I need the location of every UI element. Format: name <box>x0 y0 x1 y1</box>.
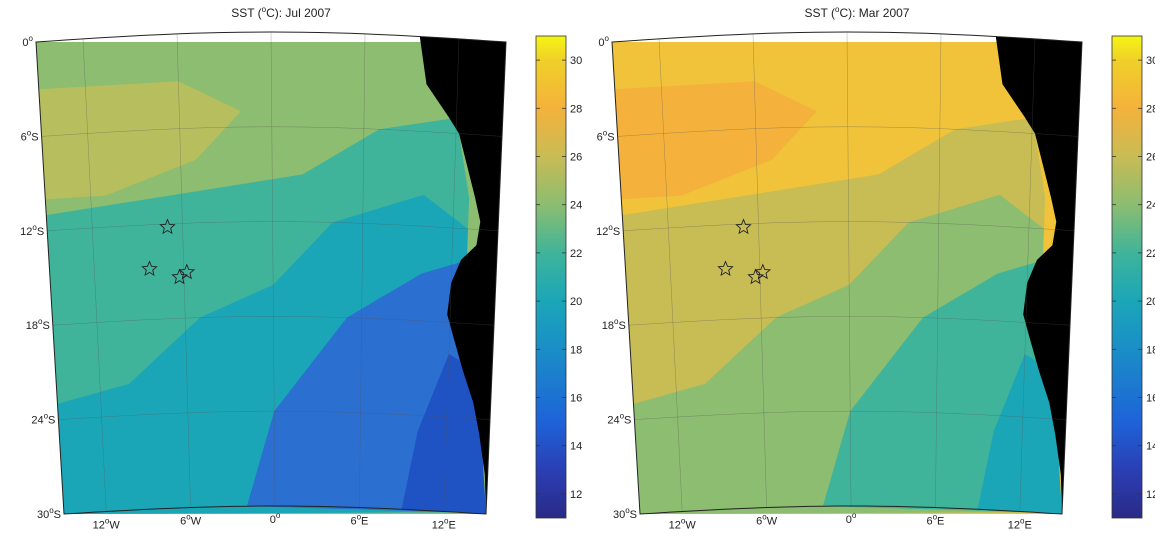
lat-label: 6oS <box>21 128 39 143</box>
lat-label: 6oS <box>597 128 615 143</box>
lon-label: 12oW <box>669 517 697 532</box>
lat-label: 0o <box>22 34 33 49</box>
land-mass <box>995 36 1082 514</box>
lon-labels: 12oW 6oW 0o 6oE 12oE <box>669 511 1032 532</box>
map-panel-jul: SST (oC): Jul 2007 0o 6oS 12oS 18oS 24oS 30oS… <box>20 5 582 532</box>
colorbar-tick-label: 14 <box>570 441 582 453</box>
map-frame <box>35 31 507 515</box>
sst-region-coldest <box>401 354 486 514</box>
colorbar-tick-label: 16 <box>1146 393 1155 405</box>
gridline-lon <box>270 31 276 507</box>
colorbar-tick-label: 16 <box>570 393 582 405</box>
station-star-marker <box>754 263 772 280</box>
colorbar-tick-label: 12 <box>1146 489 1155 501</box>
colorbar-tick-label: 20 <box>1146 296 1155 308</box>
colorbar-tick-label: 14 <box>1146 441 1155 453</box>
lon-label: 0o <box>270 511 281 526</box>
colorbar-tick-label: 22 <box>570 248 582 260</box>
map-body <box>35 31 507 515</box>
colorbar-tick-label: 20 <box>570 296 582 308</box>
map-body <box>611 31 1083 515</box>
gridline-lon <box>443 38 460 512</box>
lat-labels: 0o 6oS 12oS 18oS 24oS 30oS <box>20 34 61 521</box>
lon-label: 12oE <box>432 517 456 532</box>
lat-label: 30oS <box>613 506 637 521</box>
gridline-lon <box>752 33 767 508</box>
station-star-marker <box>171 268 188 285</box>
sst-region-cold <box>246 260 467 513</box>
colorbar-scale <box>535 35 567 519</box>
gridline-lon <box>1019 38 1036 512</box>
lat-label: 12oS <box>596 223 620 238</box>
lat-label: 24oS <box>31 412 55 427</box>
colorbar: 12 14 16 18 20 22 24 26 28 30 <box>535 35 582 519</box>
lon-label: 6oW <box>180 513 202 528</box>
colorbar-tick-label: 30 <box>570 55 582 67</box>
lat-labels: 0o 6oS 12oS 18oS 24oS 30oS <box>596 34 637 521</box>
colorbar-tick-label: 26 <box>1146 152 1155 164</box>
station-star-marker <box>178 263 196 280</box>
colorbar-scale <box>1111 35 1143 519</box>
station-star-marker <box>717 260 734 277</box>
colorbar-tick-label: 28 <box>570 103 582 115</box>
map-title: SST (oC): Jul 2007 <box>231 5 331 20</box>
station-star-marker <box>141 260 158 277</box>
colorbar-tick-label: 18 <box>570 344 582 356</box>
lat-label: 12oS <box>20 223 44 238</box>
colorbar-tick-label: 22 <box>1146 248 1155 260</box>
lat-label: 24oS <box>607 412 631 427</box>
colorbar: 12 14 16 18 20 22 24 26 28 30 <box>1111 35 1155 519</box>
gridline-lon <box>846 31 852 507</box>
lon-label: 6oW <box>756 513 778 528</box>
colorbar-tick-label: 28 <box>1146 103 1155 115</box>
gridline-lon <box>176 33 191 508</box>
lon-label: 6oE <box>926 513 944 528</box>
map-frame <box>611 31 1083 515</box>
lon-labels: 12oW 6oW 0o 6oE 12oE <box>93 511 456 532</box>
colorbar-tick-label: 26 <box>570 152 582 164</box>
lat-label: 18oS <box>602 317 626 332</box>
colorbar-tick-label: 18 <box>1146 344 1155 356</box>
gridline-lon <box>658 38 683 512</box>
gridline-lon <box>82 38 107 512</box>
lat-label: 30oS <box>37 506 61 521</box>
lon-label: 0o <box>846 511 857 526</box>
lon-label: 12oE <box>1008 517 1032 532</box>
gridline-lon <box>359 33 366 508</box>
lon-label: 12oW <box>93 517 121 532</box>
colorbar-tick-label: 24 <box>1146 200 1155 212</box>
sst-region-coldest <box>977 354 1062 514</box>
sst-region-cold <box>822 260 1043 513</box>
lat-label: 18oS <box>26 317 50 332</box>
station-star-marker <box>735 218 752 235</box>
gridline-lon <box>935 33 942 508</box>
map-panel-mar: SST (oC): Mar 2007 0o 6oS 12oS 18oS 24oS 30oS… <box>596 5 1155 532</box>
lon-label: 6oE <box>350 513 368 528</box>
colorbar-tick-label: 30 <box>1146 55 1155 67</box>
lat-label: 0o <box>598 34 609 49</box>
colorbar-tick-label: 24 <box>570 200 582 212</box>
station-star-marker <box>747 268 764 285</box>
station-star-marker <box>159 218 176 235</box>
land-mass <box>419 36 506 514</box>
map-title: SST (oC): Mar 2007 <box>805 5 910 20</box>
colorbar-tick-label: 12 <box>570 489 582 501</box>
